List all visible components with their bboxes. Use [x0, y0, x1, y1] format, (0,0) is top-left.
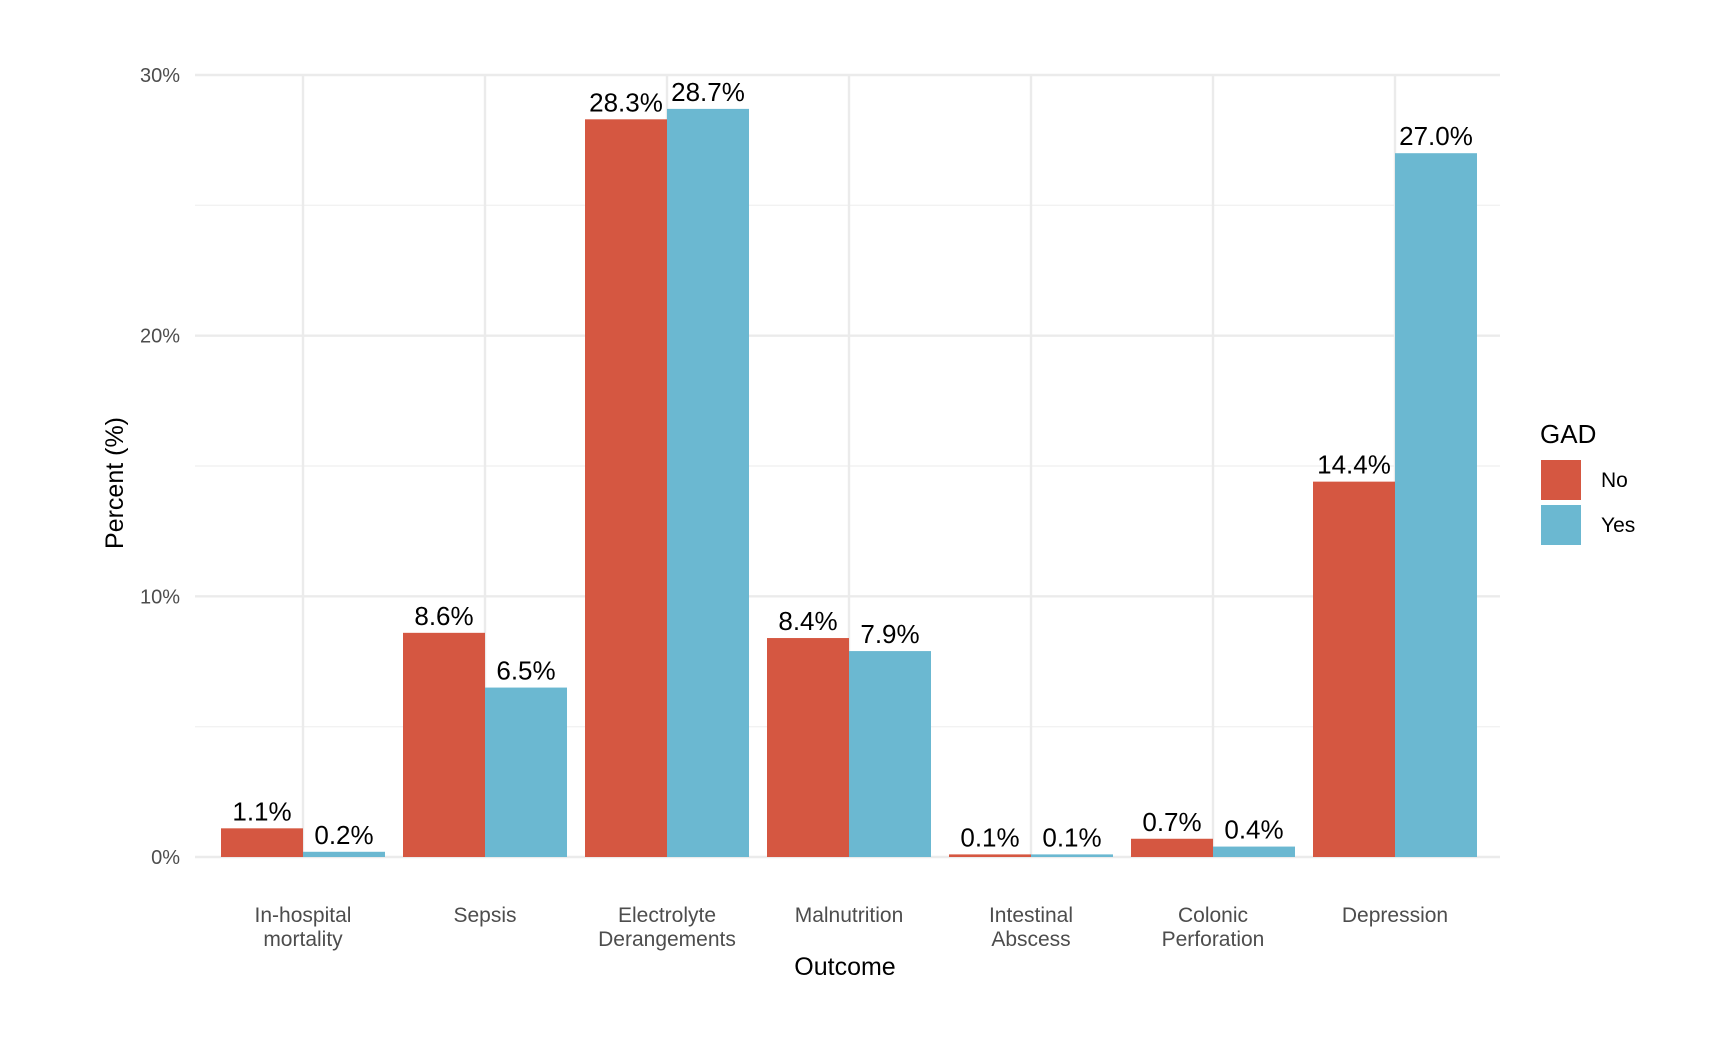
x-tick-label: Intestinal Abscess: [989, 904, 1073, 951]
data-label: 28.7%: [671, 77, 745, 107]
x-tick-label: Depression: [1342, 904, 1448, 927]
y-tick-label: 10%: [140, 586, 180, 608]
bar-yes: [1031, 854, 1113, 857]
legend-swatch-yes: [1541, 505, 1581, 545]
bar-no: [949, 854, 1031, 857]
data-label: 8.6%: [414, 601, 473, 631]
bar-yes: [667, 108, 749, 858]
bar-yes: [303, 851, 385, 857]
legend-title: GAD: [1540, 419, 1596, 449]
data-label: 0.1%: [960, 822, 1019, 852]
bar-yes: [485, 687, 567, 857]
data-label: 1.1%: [232, 796, 291, 826]
data-labels-layer: 1.1% 8.6% 28.3% 8.4% 0.1% 0.7% 14.4% 0.2% 6.5% 28…: [232, 77, 1473, 853]
data-label: 27.0%: [1399, 121, 1473, 151]
bar-no: [1131, 838, 1213, 857]
y-tick-label: 30%: [140, 65, 180, 87]
data-label: 0.2%: [314, 820, 373, 850]
bar-yes: [1213, 846, 1295, 857]
bar-no: [767, 638, 849, 857]
x-axis-title: Outcome: [794, 953, 895, 981]
bars-layer: [221, 108, 1477, 858]
y-tick-label: 0%: [151, 847, 180, 869]
axis-layer: Percent (%) Outcome 0% 10% 20% 30% In-hospit…: [101, 65, 1448, 981]
data-label: 8.4%: [778, 606, 837, 636]
x-tick-label: Sepsis: [453, 904, 516, 927]
data-label: 14.4%: [1317, 450, 1391, 480]
y-tick-label: 20%: [140, 326, 180, 348]
x-tick-label: In-hospital mortality: [255, 904, 352, 951]
data-label: 6.5%: [496, 656, 555, 686]
legend: GAD No Yes: [1540, 419, 1635, 545]
x-tick-label: Malnutrition: [795, 904, 904, 927]
legend-swatch-no: [1541, 460, 1581, 500]
data-label: 0.4%: [1224, 815, 1283, 845]
bar-no: [403, 632, 485, 857]
legend-label-yes: Yes: [1601, 514, 1635, 537]
bar-yes: [849, 651, 931, 857]
bar-no: [221, 828, 303, 857]
data-label: 0.1%: [1042, 822, 1101, 852]
bar-no: [1313, 481, 1395, 857]
data-label: 28.3%: [589, 87, 663, 117]
x-tick-label: Electrolyte Derangements: [598, 904, 736, 951]
data-label: 0.7%: [1142, 807, 1201, 837]
y-axis-title: Percent (%): [101, 417, 129, 549]
legend-label-no: No: [1601, 469, 1628, 492]
x-tick-label: Colonic Perforation: [1162, 904, 1265, 951]
bar-yes: [1395, 153, 1477, 857]
bar-no: [585, 119, 667, 857]
data-label: 7.9%: [860, 619, 919, 649]
